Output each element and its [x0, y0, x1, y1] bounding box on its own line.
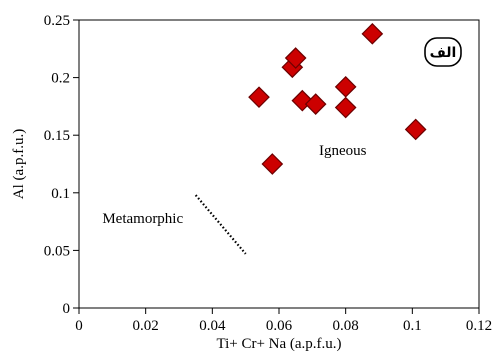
panel-label: الف: [430, 45, 457, 61]
x-tick-label: 0: [75, 318, 83, 334]
y-tick-label: 0.15: [44, 128, 70, 144]
y-tick-label: 0.1: [51, 186, 70, 202]
panel-label-box: [424, 37, 462, 67]
x-tick-label: 0.08: [333, 318, 359, 334]
data-point: [284, 47, 307, 69]
y-tick-label: 0.25: [44, 13, 70, 29]
x-tick-label: 0.04: [199, 318, 226, 334]
data-point: [404, 118, 427, 141]
region-label: Metamorphic: [102, 211, 183, 227]
y-tick-label: 0.05: [44, 243, 70, 259]
x-tick-label: 0.02: [133, 318, 159, 334]
x-axis-ticks: 0 0.02 0.04 0.06 0.08 0.1 0.12: [75, 308, 492, 334]
region-label: Igneous: [319, 143, 367, 159]
boundary-line: [194, 194, 247, 255]
x-axis-title: Ti+ Cr+ Na (a.p.f.u.): [216, 336, 341, 352]
y-axis-ticks: 0 0.05 0.1 0.15 0.2 0.25: [44, 13, 79, 317]
x-tick-label: 0.06: [266, 318, 293, 334]
y-tick-label: 0.2: [51, 71, 70, 87]
data-point: [261, 153, 284, 175]
data-point: [304, 93, 327, 115]
y-axis-title: Al (a.p.f.u.): [11, 129, 27, 199]
x-tick-label: 0.12: [466, 318, 492, 334]
x-tick-label: 0.1: [403, 318, 422, 334]
y-tick-label: 0: [63, 301, 71, 317]
data-point: [361, 22, 384, 45]
data-point: [334, 96, 357, 119]
data-point: [334, 75, 357, 98]
data-point: [248, 86, 270, 109]
data-points: [248, 22, 427, 175]
boundary-line-group: [194, 194, 247, 255]
annotations: Igneous Metamorphic الف: [102, 37, 462, 227]
